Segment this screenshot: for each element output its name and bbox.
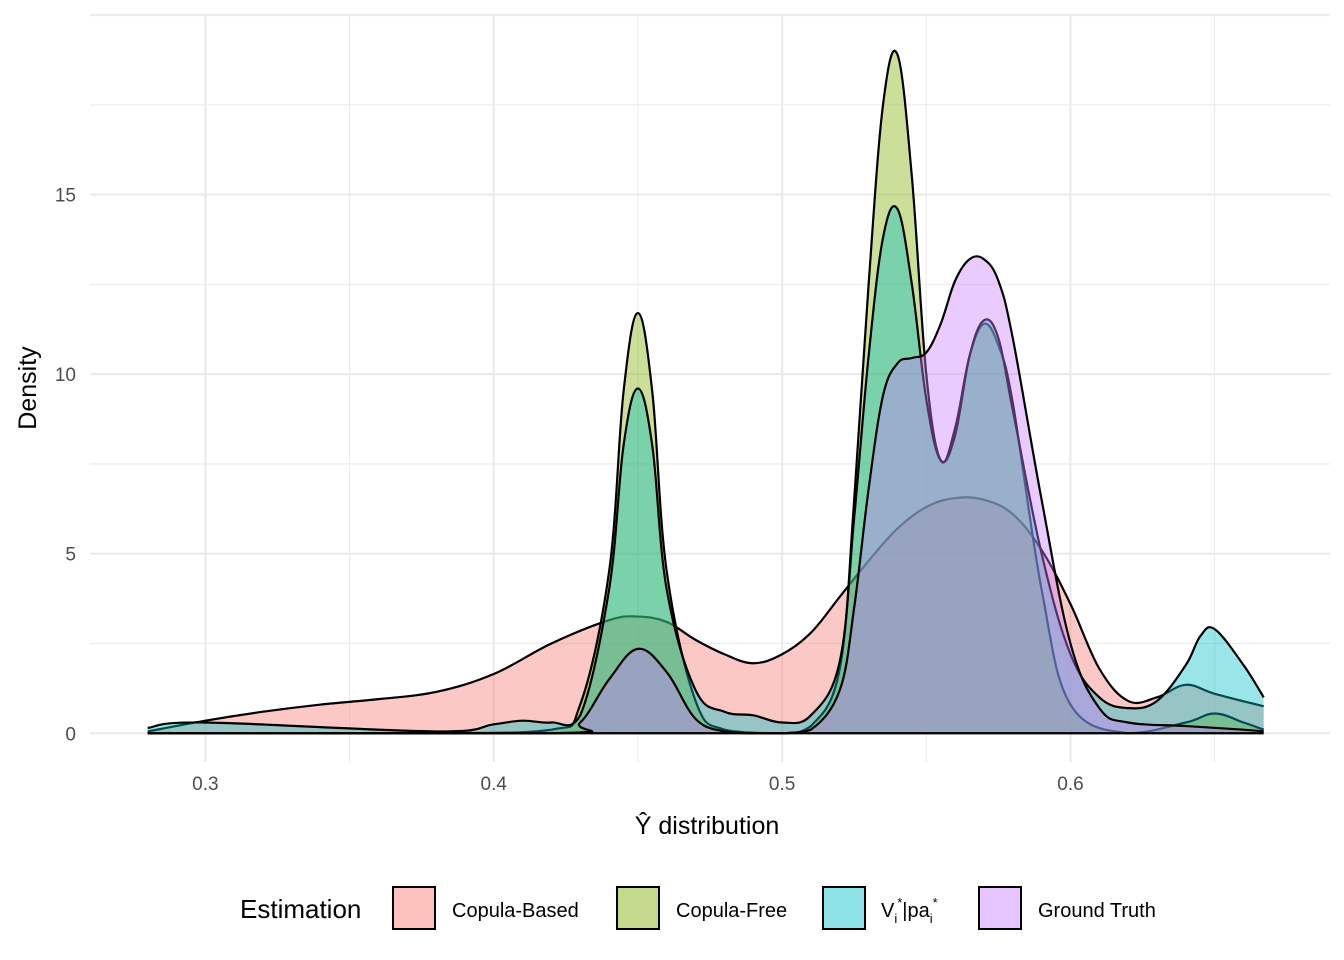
legend-key-vi-pai: [822, 886, 866, 930]
line-copula-free: [147, 49, 1265, 735]
density-areas: [147, 49, 1265, 735]
legend-label-ground-truth: Ground Truth: [1038, 900, 1156, 922]
y-tick-label: 5: [65, 545, 76, 566]
area-v-i-pa-i: [147, 206, 1264, 734]
y-axis-title: Density: [14, 346, 42, 430]
x-tick-label: 0.6: [1057, 774, 1083, 795]
line-ground-truth: [147, 255, 1264, 735]
y-tick-label: 0: [65, 724, 76, 745]
legend-key-ground-truth: [978, 886, 1022, 930]
legend-label-copula-free: Copula-Free: [676, 900, 787, 922]
legend-label-copula-based: Copula-Based: [452, 900, 579, 922]
y-tick-label: 10: [55, 365, 76, 386]
y-axis-ticks: 0 5 10 15: [55, 186, 76, 746]
area-copula-based: [147, 497, 1264, 734]
x-axis-ticks: 0.3 0.4 0.5 0.6: [192, 774, 1084, 795]
legend-label-vi-pai: Vi*|pai*: [881, 895, 938, 926]
x-tick-label: 0.4: [481, 774, 508, 795]
area-copula-free: [147, 50, 1264, 734]
x-tick-label: 0.5: [769, 774, 795, 795]
x-tick-label: 0.3: [192, 774, 218, 795]
area-ground-truth: [147, 256, 1264, 734]
legend-title: Estimation: [240, 894, 361, 924]
y-tick-label: 15: [55, 186, 76, 207]
legend-key-copula-free: [616, 886, 660, 930]
line-copula-based: [147, 496, 1264, 733]
line-v-i-pa-i: [147, 205, 1265, 733]
grid-lines: [90, 13, 1330, 762]
x-axis-title: Ŷ distribution: [635, 811, 780, 840]
legend-key-copula-based: [392, 886, 436, 930]
legend: Estimation Copula-Based Copula-Free Vi*|…: [240, 886, 1156, 930]
